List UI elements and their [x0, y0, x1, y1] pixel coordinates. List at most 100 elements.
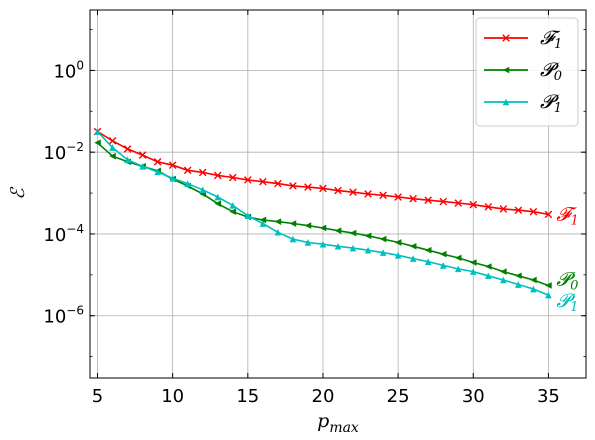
y-tick-label: 100 — [53, 58, 84, 82]
data-point-stroke — [259, 177, 267, 186]
data-point-stroke — [274, 179, 282, 188]
data-point — [94, 128, 101, 135]
data-point — [469, 259, 477, 266]
data-point — [545, 291, 552, 299]
data-point — [214, 200, 222, 207]
data-point — [229, 202, 237, 209]
data-point — [500, 276, 507, 284]
data-point — [349, 188, 357, 196]
data-point — [349, 244, 357, 252]
data-point — [515, 281, 522, 288]
data-point — [349, 229, 357, 237]
data-point-stroke — [213, 171, 222, 180]
series-2 — [94, 128, 552, 299]
data-point — [485, 263, 492, 270]
data-point — [379, 235, 387, 243]
data-point-stroke — [108, 136, 117, 145]
data-point — [304, 222, 312, 229]
data-point-stroke — [228, 173, 237, 182]
data-point — [168, 161, 177, 170]
data-point — [274, 218, 282, 225]
data-point-stroke — [484, 203, 493, 211]
x-tick-label: 25 — [387, 386, 410, 407]
data-point — [530, 276, 537, 284]
data-point — [409, 194, 417, 203]
data-point-stroke — [394, 193, 402, 201]
data-point — [229, 208, 237, 216]
data-point — [289, 235, 297, 243]
data-point — [244, 176, 252, 184]
data-point — [379, 249, 387, 256]
data-point — [198, 168, 207, 177]
data-point — [184, 180, 191, 187]
data-point — [500, 268, 507, 275]
data-point — [169, 174, 176, 182]
data-point — [454, 199, 463, 207]
data-point — [319, 184, 327, 193]
data-point — [259, 177, 267, 186]
data-point — [259, 216, 267, 224]
data-point — [394, 239, 402, 246]
data-point — [514, 206, 523, 215]
plot-border — [89, 9, 587, 379]
data-point — [394, 193, 402, 201]
axis-labels: pmax ℰ — [7, 186, 359, 436]
series-group — [93, 127, 553, 299]
data-point — [334, 227, 342, 235]
data-point — [379, 191, 387, 200]
data-point — [424, 196, 432, 204]
data-point-stroke — [424, 196, 432, 204]
data-point — [484, 203, 493, 211]
data-point — [544, 210, 553, 219]
data-point-stroke — [123, 145, 132, 153]
data-point-stroke — [364, 190, 372, 198]
data-point — [502, 98, 510, 106]
data-point — [409, 255, 417, 262]
data-point-stroke — [502, 34, 510, 42]
plot-frame — [89, 9, 587, 379]
data-point — [109, 144, 116, 151]
data-point — [334, 242, 342, 250]
data-point — [138, 151, 147, 159]
data-point-stroke — [138, 151, 147, 159]
data-point — [259, 220, 267, 227]
y-axis-label: ℰ — [7, 186, 29, 200]
axis-ticks: 5 10 15 20 25 30 35 100 10−2 10−4 10−6 — [43, 10, 586, 407]
data-point — [213, 171, 222, 180]
data-point — [214, 193, 222, 201]
data-point — [244, 212, 252, 219]
x-tick-label: 30 — [462, 386, 485, 407]
data-point — [454, 254, 462, 262]
data-point — [545, 282, 552, 289]
data-point-stroke — [514, 206, 523, 215]
data-point-stroke — [304, 183, 312, 191]
data-point-stroke — [319, 184, 327, 193]
data-point — [274, 228, 282, 236]
data-point — [334, 186, 342, 195]
data-point-stroke — [349, 188, 357, 196]
data-point — [364, 232, 372, 240]
data-point — [319, 240, 327, 248]
data-point — [94, 139, 101, 147]
data-point-stroke — [409, 194, 417, 203]
y-tick-label: 10−4 — [43, 222, 84, 246]
x-tick-label: 5 — [92, 386, 103, 407]
data-point-stroke — [454, 199, 463, 207]
x-axis-label: pmax — [317, 410, 359, 436]
data-point — [108, 136, 117, 145]
data-point — [109, 152, 116, 160]
data-point — [529, 207, 538, 216]
data-point — [139, 163, 146, 170]
data-point — [439, 197, 448, 206]
data-point — [454, 265, 462, 273]
data-point — [394, 252, 402, 259]
data-point-stroke — [544, 210, 553, 219]
data-point-stroke — [439, 197, 448, 206]
data-point-stroke — [469, 200, 478, 209]
data-point — [485, 272, 492, 280]
data-point — [289, 182, 297, 190]
end-label-0: 𝓕1 — [556, 203, 578, 228]
data-point — [183, 166, 192, 175]
data-point — [469, 200, 478, 209]
